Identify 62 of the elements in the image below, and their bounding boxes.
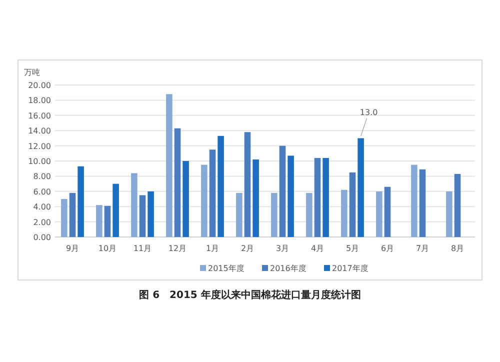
bar (384, 186, 391, 237)
bar (341, 190, 348, 237)
bar (139, 195, 146, 237)
x-tick-label: 6月 (380, 244, 394, 253)
legend-label: 2016年度 (270, 264, 306, 273)
bar (376, 191, 382, 237)
y-tick-label: 20.00 (28, 81, 51, 90)
x-tick-label: 7月 (416, 244, 430, 253)
bar (96, 205, 102, 237)
x-tick-label: 8月 (450, 244, 464, 253)
y-tick-label: 2.00 (33, 218, 51, 227)
y-tick-label: 12.00 (28, 142, 51, 151)
bar (166, 94, 172, 237)
bar (454, 174, 461, 237)
y-tick-label: 4.00 (33, 202, 51, 212)
y-tick-label: 14.00 (28, 126, 51, 136)
x-tick-label: 1月 (206, 244, 220, 253)
x-tick-label: 3月 (276, 244, 290, 253)
y-tick-label: 18.00 (28, 96, 51, 106)
bar (349, 172, 356, 237)
bar (288, 156, 294, 237)
x-tick-label: 10月 (98, 244, 117, 253)
bar (69, 192, 76, 237)
text: 图 6 2015 年度以来中国棉花进口量月度统计图 (139, 289, 361, 301)
y-axis-title: 万吨 (24, 68, 40, 77)
x-tick-label: 5月 (346, 244, 360, 253)
bar (174, 128, 181, 237)
bar (201, 164, 208, 237)
bar (279, 146, 286, 237)
y-tick-label: 16.00 (28, 111, 51, 120)
bar (112, 184, 119, 237)
bar (218, 136, 224, 237)
bar (131, 173, 138, 237)
legend-label: 2017年度 (332, 264, 368, 273)
bar (419, 169, 426, 237)
bar (271, 192, 278, 237)
y-tick-label: 8.00 (33, 172, 51, 182)
bar (306, 192, 312, 237)
bar (358, 138, 364, 237)
x-tick-label: 2月 (240, 244, 254, 253)
y-tick-label: 0.00 (33, 233, 51, 242)
x-tick-label: 12月 (168, 244, 187, 253)
data-label: 13.0 (360, 108, 378, 118)
bar (446, 191, 452, 237)
bar (244, 132, 251, 237)
legend-label: 2015年度 (208, 264, 244, 273)
bar (78, 166, 84, 237)
bar (182, 161, 189, 237)
y-tick-label: 10.00 (28, 157, 51, 166)
x-tick-label: 11月 (133, 244, 152, 253)
bar (322, 158, 329, 237)
bar (236, 192, 242, 237)
x-tick-label: 4月 (310, 244, 324, 253)
bar (148, 191, 154, 237)
bar (104, 206, 111, 237)
bar (314, 158, 321, 237)
bar (252, 159, 259, 237)
bar (61, 199, 68, 237)
x-tick-label: 9月 (66, 244, 80, 253)
y-tick-label: 6.00 (33, 187, 51, 196)
bar (209, 150, 216, 237)
bar (411, 164, 418, 237)
